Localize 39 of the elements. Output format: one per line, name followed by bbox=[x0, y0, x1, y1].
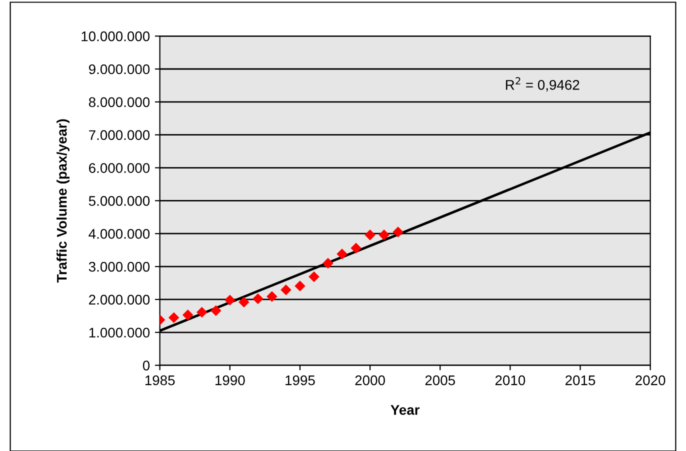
x-tick-label: 2010 bbox=[495, 375, 526, 386]
x-tick-label: 2020 bbox=[636, 375, 666, 386]
y-tick-label: 0 bbox=[142, 360, 150, 370]
x-tick-label: 2000 bbox=[355, 375, 385, 386]
point bbox=[196, 306, 208, 318]
x-tick-label: 1985 bbox=[145, 375, 175, 386]
x-tick-label: 2015 bbox=[566, 375, 596, 386]
y-tick-label: 3.000.000 bbox=[88, 262, 150, 272]
point bbox=[364, 230, 376, 240]
y-tick-label: 4.000.000 bbox=[88, 228, 150, 239]
y-tick-label: 2.000.000 bbox=[89, 294, 150, 305]
y-tick-label: 5.000.000 bbox=[88, 196, 150, 206]
y-tick-label: 9.000.000 bbox=[88, 64, 150, 74]
point bbox=[322, 258, 334, 269]
annotation: R$^{2}$ = 0,9462 bbox=[506, 77, 580, 92]
y-tick-label: 8.000.000 bbox=[88, 97, 150, 108]
x-tick-label: 1990 bbox=[216, 375, 245, 386]
point bbox=[392, 226, 404, 238]
point bbox=[238, 296, 250, 308]
point bbox=[182, 310, 194, 320]
point bbox=[378, 230, 390, 240]
point bbox=[266, 291, 278, 302]
point bbox=[308, 271, 320, 282]
point bbox=[336, 248, 348, 260]
y-axis-title: Traffic Volume (pax/year) bbox=[56, 119, 70, 283]
x-axis-title: Year bbox=[390, 405, 420, 415]
y-tick-label: 1.000.000 bbox=[89, 328, 150, 338]
x-tick-label: 1995 bbox=[286, 375, 315, 386]
y-tick-label: 6.000.000 bbox=[89, 163, 150, 173]
point bbox=[280, 284, 292, 296]
y-tick-label: 10.000.000 bbox=[82, 31, 150, 42]
point bbox=[252, 293, 264, 304]
point bbox=[210, 305, 222, 316]
point bbox=[224, 294, 236, 306]
point bbox=[350, 242, 362, 254]
point bbox=[294, 280, 306, 292]
point bbox=[168, 312, 180, 323]
y-tick-label: 7.000.000 bbox=[89, 130, 150, 140]
x-tick-label: 2005 bbox=[425, 375, 455, 386]
